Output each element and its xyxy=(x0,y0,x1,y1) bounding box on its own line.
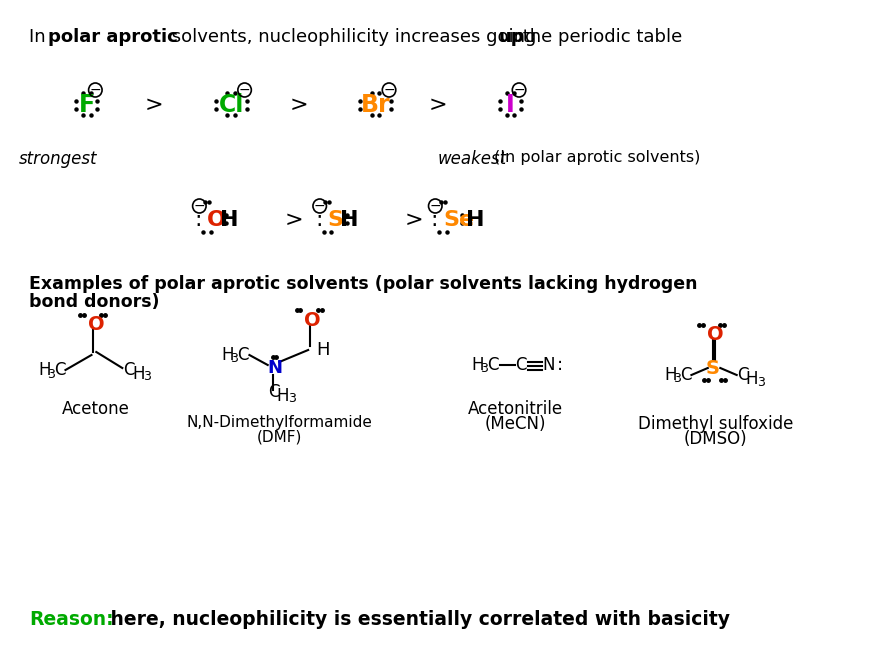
Text: Se: Se xyxy=(443,210,474,230)
Text: C: C xyxy=(488,356,499,374)
Text: H: H xyxy=(664,366,677,384)
Text: :: : xyxy=(195,210,202,230)
Text: 3: 3 xyxy=(673,372,681,385)
Text: H: H xyxy=(219,210,238,230)
Text: the periodic table: the periodic table xyxy=(517,28,683,46)
Text: H: H xyxy=(221,346,234,364)
Text: In: In xyxy=(29,28,52,46)
Text: here, nucleophilicity is essentially correlated with basicity: here, nucleophilicity is essentially cor… xyxy=(104,610,730,629)
Text: −: − xyxy=(89,83,101,97)
Text: Reason:: Reason: xyxy=(29,610,114,629)
Text: H: H xyxy=(472,356,484,374)
Text: C: C xyxy=(515,356,527,374)
Text: >: > xyxy=(429,95,447,115)
Text: (DMSO): (DMSO) xyxy=(683,430,747,448)
Text: Br: Br xyxy=(361,93,391,117)
Text: C: C xyxy=(123,361,135,379)
Text: >: > xyxy=(284,210,303,230)
Text: 3: 3 xyxy=(757,376,765,389)
Text: −: − xyxy=(239,83,251,97)
Text: (DMF): (DMF) xyxy=(257,430,302,445)
Text: 3: 3 xyxy=(288,393,295,406)
Text: N: N xyxy=(542,356,555,374)
Text: S: S xyxy=(706,359,720,378)
Text: >: > xyxy=(289,95,308,115)
Text: bond donors): bond donors) xyxy=(29,293,159,311)
Text: H: H xyxy=(132,365,144,383)
Text: >: > xyxy=(145,95,163,115)
Text: H: H xyxy=(276,387,289,405)
Text: −: − xyxy=(314,199,325,213)
Text: Dimethyl sulfoxide: Dimethyl sulfoxide xyxy=(638,415,794,433)
Text: N: N xyxy=(267,359,282,377)
Text: H: H xyxy=(316,341,329,359)
Text: C: C xyxy=(737,366,748,384)
Text: (MeCN): (MeCN) xyxy=(484,415,546,433)
Text: Acetonitrile: Acetonitrile xyxy=(468,400,563,418)
Text: H: H xyxy=(340,210,358,230)
Text: Cl: Cl xyxy=(218,93,244,117)
Text: C: C xyxy=(237,346,248,364)
Text: Examples of polar aprotic solvents (polar solvents lacking hydrogen: Examples of polar aprotic solvents (pola… xyxy=(29,275,697,293)
Text: −: − xyxy=(383,83,395,97)
Text: I: I xyxy=(506,93,515,117)
Text: (In polar aprotic solvents): (In polar aprotic solvents) xyxy=(494,150,700,165)
Text: :: : xyxy=(557,356,563,374)
Text: N,N-Dimethylformamide: N,N-Dimethylformamide xyxy=(186,415,372,430)
Text: H: H xyxy=(466,210,484,230)
Text: −: − xyxy=(513,83,525,97)
Text: S: S xyxy=(328,210,343,230)
Text: :: : xyxy=(431,210,438,230)
Text: solvents, nucleophilicity increases going: solvents, nucleophilicity increases goin… xyxy=(166,28,542,46)
Text: 3: 3 xyxy=(47,368,55,381)
Text: C: C xyxy=(54,361,66,379)
Text: 3: 3 xyxy=(481,363,489,376)
Text: O: O xyxy=(207,210,226,230)
Text: C: C xyxy=(267,383,279,401)
Text: strongest: strongest xyxy=(18,150,97,168)
Text: O: O xyxy=(304,310,321,329)
Text: H: H xyxy=(38,361,51,379)
Text: F: F xyxy=(79,93,94,117)
Text: 3: 3 xyxy=(230,353,238,366)
Text: O: O xyxy=(707,325,724,344)
Text: up: up xyxy=(499,28,524,46)
Text: polar aprotic: polar aprotic xyxy=(48,28,178,46)
Text: C: C xyxy=(680,366,691,384)
Text: H: H xyxy=(746,370,758,388)
Text: weakest: weakest xyxy=(437,150,506,168)
Text: O: O xyxy=(87,316,104,334)
Text: Acetone: Acetone xyxy=(62,400,130,418)
Text: 3: 3 xyxy=(143,370,151,383)
Text: −: − xyxy=(429,199,441,213)
Text: −: − xyxy=(193,199,205,213)
Text: >: > xyxy=(405,210,423,230)
Text: :: : xyxy=(316,210,323,230)
